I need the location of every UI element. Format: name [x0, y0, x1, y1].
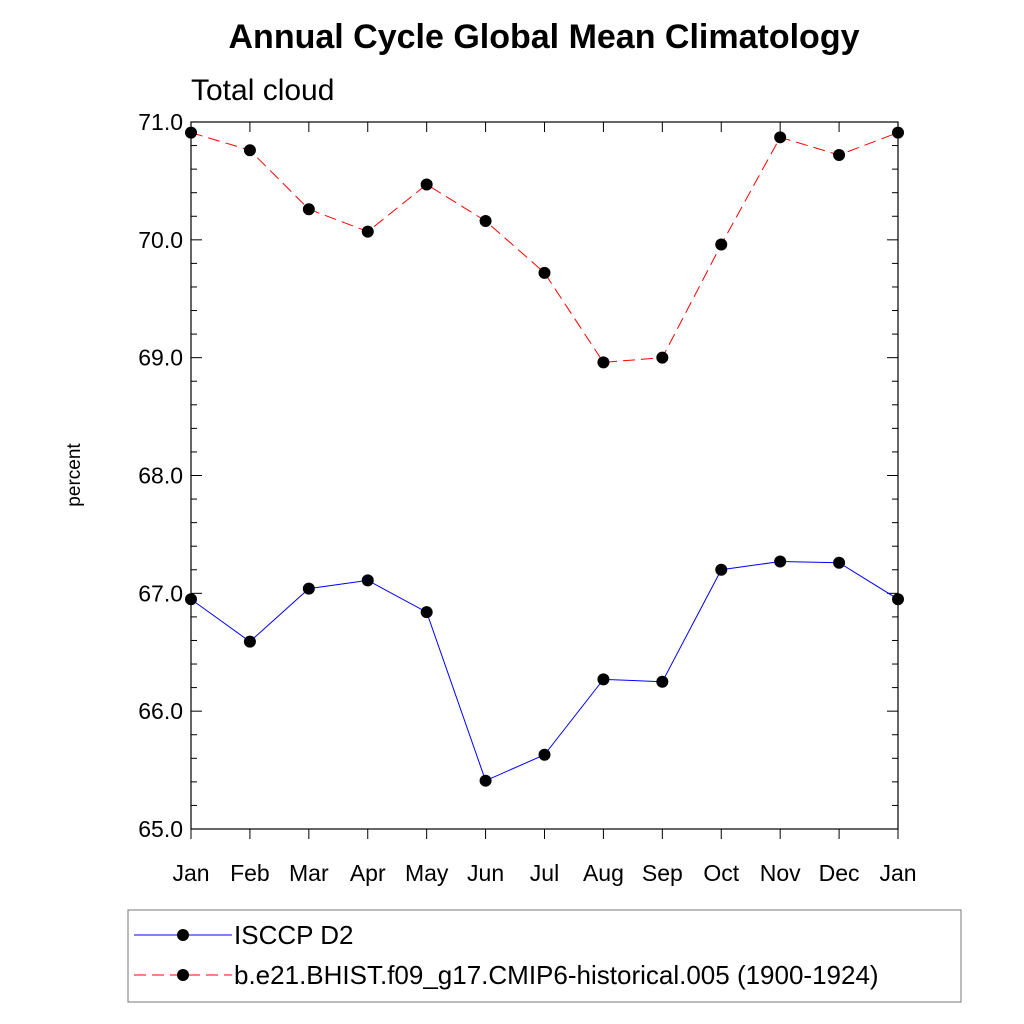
x-tick-label: Jan	[879, 860, 916, 886]
legend-label-1: ISCCP D2	[234, 920, 353, 950]
data-point	[302, 203, 315, 216]
y-tick-label: 69.0	[138, 345, 183, 371]
x-tick-label: Nov	[760, 860, 801, 886]
chart-subtitle: Total cloud	[191, 74, 334, 107]
x-tick-label: Feb	[230, 860, 270, 886]
x-tick-label: Oct	[703, 860, 739, 886]
data-point	[479, 774, 492, 787]
x-tick-label: Mar	[289, 860, 329, 886]
x-tick-label: Jan	[172, 860, 209, 886]
series-layer	[185, 126, 904, 787]
data-point	[243, 144, 256, 157]
x-tick-label: Jul	[530, 860, 559, 886]
data-point	[361, 574, 374, 587]
data-point	[538, 266, 551, 279]
data-point	[243, 635, 256, 648]
data-point	[715, 238, 728, 251]
data-point	[774, 555, 787, 568]
data-point	[538, 748, 551, 761]
x-tick-labels: Jan Feb Mar Apr May Jun Jul Aug Sep Oct Nov Dec Jan	[172, 860, 916, 886]
data-point	[715, 563, 728, 576]
legend: ISCCP D2 b.e21.BHIST.f09_g17.CMIP6-histo…	[127, 909, 962, 1003]
x-tick-label: May	[405, 860, 449, 886]
axis-ticks	[190, 121, 899, 839]
data-point	[420, 606, 433, 619]
data-point	[656, 351, 669, 364]
x-tick-label: Jun	[467, 860, 504, 886]
legend-label-2: b.e21.BHIST.f09_g17.CMIP6-historical.005…	[234, 960, 879, 990]
data-point	[361, 225, 374, 238]
data-point	[185, 593, 197, 606]
data-point	[833, 556, 846, 569]
data-point	[656, 675, 669, 688]
series-line-1	[190, 561, 899, 782]
data-point	[892, 126, 904, 139]
data-point	[597, 356, 610, 369]
data-point	[302, 582, 315, 595]
chart-title: Annual Cycle Global Mean Climatology	[229, 18, 860, 56]
x-tick-label: Dec	[819, 860, 860, 886]
data-point	[597, 673, 610, 686]
legend-marker-2	[177, 969, 189, 981]
x-tick-label: Apr	[350, 860, 386, 886]
x-tick-label: Sep	[642, 860, 683, 886]
y-tick-label: 65.0	[138, 816, 183, 842]
data-point	[420, 178, 433, 191]
data-point	[479, 214, 492, 227]
data-point	[833, 148, 846, 161]
data-point	[774, 131, 787, 144]
y-tick-label: 68.0	[138, 463, 183, 489]
legend-marker-1	[177, 929, 189, 941]
y-tick-label: 66.0	[138, 698, 183, 724]
y-tick-label: 67.0	[138, 580, 183, 606]
series-line-2	[190, 132, 899, 363]
y-axis-label: percent	[64, 443, 85, 507]
legend-box	[127, 909, 962, 1003]
data-point	[892, 593, 904, 606]
y-tick-label: 71.0	[138, 109, 183, 135]
y-tick-label: 70.0	[138, 227, 183, 253]
x-tick-label: Aug	[583, 860, 624, 886]
data-point	[185, 126, 197, 139]
y-tick-labels: 65.0 66.0 67.0 68.0 69.0 70.0 71.0	[138, 109, 183, 842]
plot-frame	[190, 121, 899, 830]
